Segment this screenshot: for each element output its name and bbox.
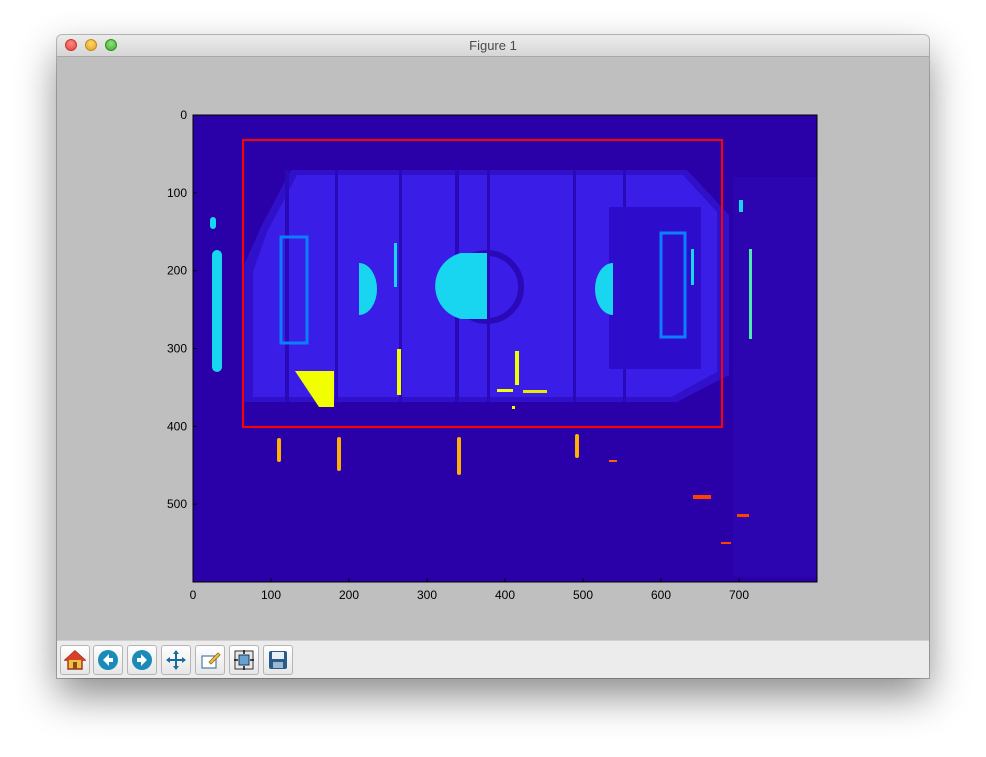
title-bar: Figure 1: [57, 35, 929, 57]
orange-bar-2: [337, 437, 341, 471]
pan-button[interactable]: [161, 645, 191, 675]
figure-window: Figure 1: [57, 35, 929, 678]
bounding-box: [242, 139, 723, 428]
left-goal-box: [279, 235, 309, 345]
red-speck-1: [693, 495, 711, 499]
yellow-triangle: [295, 371, 334, 407]
image-plot: [192, 114, 818, 583]
right-goal-zone: [609, 207, 701, 369]
right-half-circle: [595, 263, 613, 315]
zoom-window-button[interactable]: [105, 39, 117, 51]
rod-1: [285, 170, 289, 402]
y-axis-ticks: 0 100 200 300 400 500: [167, 108, 197, 511]
yellow-dot: [512, 406, 515, 409]
back-arrow-icon: [98, 650, 118, 670]
x-tick-label: 500: [573, 588, 593, 602]
x-tick-label: 700: [729, 588, 749, 602]
right-dot-top: [739, 200, 743, 212]
save-button[interactable]: [263, 645, 293, 675]
orange-bar-4: [575, 434, 579, 458]
orange-bar-1: [277, 438, 281, 462]
zoom-rect-icon: [201, 652, 221, 669]
save-floppy-icon: [269, 651, 287, 669]
back-button[interactable]: [93, 645, 123, 675]
rod-2: [335, 170, 338, 402]
forward-arrow-icon: [132, 650, 152, 670]
cyan-bar-1: [394, 243, 397, 287]
window-title: Figure 1: [469, 38, 517, 53]
y-tick-label: 100: [167, 186, 187, 200]
yellow-dash-1: [497, 389, 513, 392]
minimize-window-button[interactable]: [85, 39, 97, 51]
y-tick-label: 300: [167, 342, 187, 356]
orange-bar-3: [457, 437, 461, 475]
navigation-toolbar: [57, 640, 929, 678]
left-dot-column: [212, 250, 222, 372]
home-button[interactable]: [60, 645, 90, 675]
y-tick-label: 0: [180, 108, 187, 122]
subplots-button[interactable]: [229, 645, 259, 675]
left-dot-top: [210, 217, 216, 229]
yellow-bar-1: [397, 349, 401, 395]
figure-canvas[interactable]: 0 100 200 300 400 500 600 700 0 100 200 300 400 500: [57, 57, 929, 640]
rod-5: [487, 170, 490, 402]
red-speck-3: [609, 460, 617, 462]
plot-svg[interactable]: 0 100 200 300 400 500 600 700 0 100 200 300 400 500: [57, 57, 929, 640]
zoom-button[interactable]: [195, 645, 225, 675]
y-tick-label: 200: [167, 264, 187, 278]
x-tick-label: 200: [339, 588, 359, 602]
rod-3: [399, 170, 402, 402]
cyan-bar-2: [691, 249, 694, 285]
subplots-config-icon: [234, 650, 254, 670]
home-icon: [64, 650, 86, 670]
close-window-button[interactable]: [65, 39, 77, 51]
x-tick-label: 100: [261, 588, 281, 602]
right-dot-column: [749, 249, 752, 339]
y-tick-label: 400: [167, 419, 187, 433]
rod-6: [573, 170, 576, 402]
x-axis-ticks: 0 100 200 300 400 500 600 700: [190, 578, 749, 602]
red-speck-4: [721, 542, 731, 544]
left-half-circle: [359, 263, 377, 315]
x-tick-label: 600: [651, 588, 671, 602]
x-tick-label: 0: [190, 588, 197, 602]
noise-region: [733, 177, 817, 577]
forward-button[interactable]: [127, 645, 157, 675]
yellow-bar-2: [515, 351, 519, 385]
yellow-dash-2: [523, 390, 547, 393]
x-tick-label: 400: [495, 588, 515, 602]
red-speck-2: [737, 514, 749, 517]
y-tick-label: 500: [167, 497, 187, 511]
center-circle-fill: [435, 253, 487, 319]
right-goal-box: [659, 231, 687, 339]
pan-move-icon: [166, 650, 186, 670]
x-tick-label: 300: [417, 588, 437, 602]
